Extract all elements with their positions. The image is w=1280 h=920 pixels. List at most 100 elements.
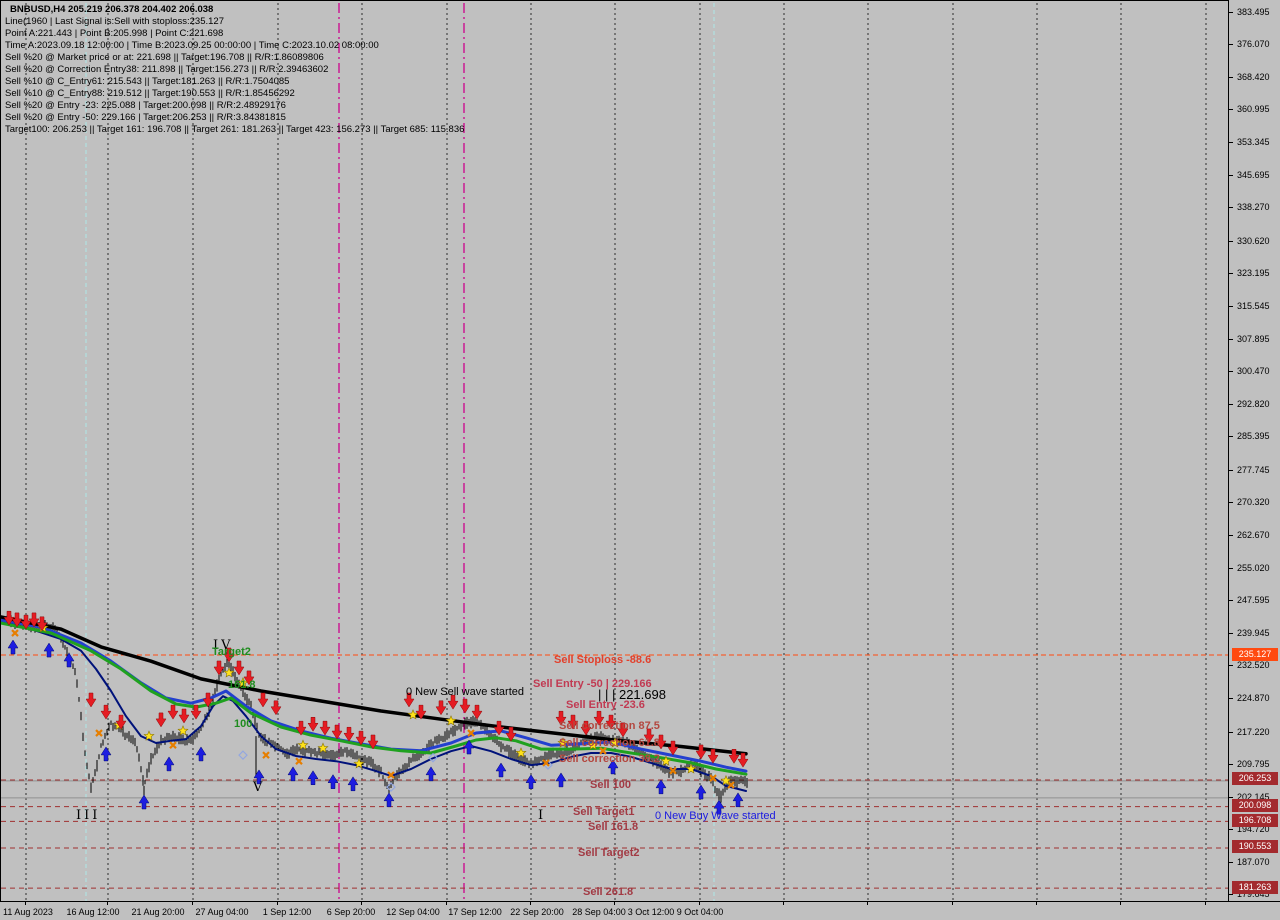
sell-arrow-icon (667, 740, 679, 756)
star-icon (720, 774, 732, 786)
star-icon (177, 725, 189, 736)
time-tick-mark (277, 902, 278, 905)
price-tick-label: 277.745 (1237, 464, 1270, 475)
price-tick-mark (1229, 534, 1233, 536)
price-tick-mark (1229, 142, 1233, 144)
sell-arrow-icon (555, 710, 567, 726)
price-axis[interactable]: 383.495 376.070 368.420 360.995 353.345 345.6… (1228, 0, 1280, 901)
time-tick-mark (699, 902, 700, 905)
time-tick-mark (361, 902, 362, 905)
ohlc-readout: BNBUSD,H4 205.219 206.378 204.402 206.03… (10, 4, 214, 15)
marker-vlines (85, 3, 715, 901)
price-tick-mark (1229, 43, 1233, 45)
signal-markers (3, 610, 749, 815)
sell-arrow-icon (178, 708, 190, 724)
sell-arrow-icon (695, 744, 707, 760)
target-price-badge: 200.098 (1232, 799, 1278, 813)
star-icon (445, 715, 457, 726)
price-tick-label: 345.695 (1237, 170, 1270, 181)
sell-arrow-icon (643, 728, 655, 744)
price-tick-mark (1229, 862, 1233, 864)
price-tick-label: 209.795 (1237, 758, 1270, 769)
price-levels (1, 654, 1229, 889)
price-tick-mark (1229, 796, 1233, 798)
targets-line: Target100: 206.253 || Target 161: 196.70… (5, 124, 465, 135)
price-chart-canvas[interactable]: III IV V I (1, 1, 1229, 902)
price-tick-mark (1229, 240, 1233, 242)
price-tick-mark (1229, 633, 1233, 635)
price-tick-label: 353.345 (1237, 137, 1270, 148)
price-tick-mark (1229, 763, 1233, 765)
sell-arrow-icon (319, 720, 331, 736)
time-tick-mark (192, 902, 193, 905)
time-tick-label: 27 Aug 04:00 (195, 907, 249, 917)
time-axis[interactable]: 11 Aug 2023 16 Aug 12:00 21 Aug 20:00 27 Au… (0, 901, 1280, 920)
time-tick-mark (1205, 902, 1206, 905)
sell-arrow-icon (567, 714, 579, 730)
buy-arrow-icon (63, 652, 75, 668)
sell-arrow-icon (343, 726, 355, 742)
star-icon (353, 758, 365, 769)
orange-cross-icon (262, 751, 270, 759)
price-tick-mark (1229, 272, 1233, 274)
sell-arrow-icon (233, 660, 245, 676)
target-price-badge: 181.263 (1232, 880, 1278, 894)
orange-cross-icon (11, 629, 19, 637)
price-tick-mark (1229, 469, 1233, 471)
sell-arrow-icon (355, 730, 367, 746)
wave-label-iv: IV (213, 638, 234, 653)
buy-arrow-icon (287, 766, 299, 782)
sell-arrow-icon (257, 692, 269, 708)
star-icon (660, 755, 672, 766)
sell-entry50-line: Sell %20 @ Entry -50: 229.166 | Target:2… (5, 112, 286, 123)
orange-cross-icon (669, 766, 677, 775)
sell-arrow-icon (707, 749, 719, 764)
orange-cross-icon (467, 729, 475, 737)
sell-arrow-icon (295, 720, 307, 736)
sell-arrow-icon (580, 720, 592, 736)
price-tick-label: 247.595 (1237, 595, 1270, 606)
orange-cross-icon (169, 741, 177, 749)
ohlc-info-panel: BNBUSD,H4 205.219 206.378 204.402 206.03… (5, 4, 464, 136)
time-tick-label: 17 Sep 12:00 (448, 907, 502, 917)
sell-arrow-icon (435, 700, 447, 716)
sell-market-line: Sell %20 @ Market price or at: 221.698 |… (5, 52, 324, 63)
price-tick-label: 262.670 (1237, 529, 1270, 540)
orange-cross-icon (387, 771, 395, 779)
buy-arrow-icon (732, 792, 744, 808)
price-tick-mark (1229, 76, 1233, 78)
price-tick-mark (1229, 894, 1233, 896)
buy-arrow-icon (347, 776, 359, 792)
sell-entry88-line: Sell %10 @ C_Entry88: 219.512 || Target:… (5, 88, 295, 99)
sell-arrow-icon (28, 612, 40, 628)
ma-line-green (1, 621, 748, 776)
sell-arrow-icon (617, 722, 629, 738)
star-icon (223, 667, 235, 678)
sell-entry38-line: Sell %20 @ Correction Entry38: 211.898 |… (5, 64, 329, 75)
price-tick-mark (1229, 371, 1233, 373)
chart-area[interactable]: III IV V I BNBUSD,H4 205.219 206.378 204.40… (0, 0, 1229, 902)
buy-arrow-icon (43, 642, 55, 658)
wave-labels: III IV V I (76, 638, 543, 823)
sell-arrow-icon (3, 610, 15, 626)
time-tick-mark (614, 902, 615, 905)
buy-arrow-icon (695, 784, 707, 800)
sell-arrow-icon (190, 704, 202, 720)
orange-cross-icon (599, 747, 607, 755)
buy-arrow-icon (195, 746, 207, 762)
buy-arrow-icon (163, 756, 175, 772)
sell-arrow-icon (36, 616, 48, 632)
price-tick-mark (1229, 207, 1233, 209)
price-tick-mark (1229, 828, 1233, 830)
sell-arrow-icon (85, 692, 97, 708)
price-tick-mark (1229, 731, 1233, 733)
buy-arrow-icon (425, 766, 437, 782)
price-tick-label: 187.070 (1237, 857, 1270, 868)
sell-arrow-icon (155, 712, 167, 728)
pattern-diamond-icon (238, 750, 248, 760)
price-tick-mark (1229, 175, 1233, 177)
sell-arrow-icon (415, 704, 427, 720)
sell-entry23-line: Sell %20 @ Entry -23: 225.088 | Target:2… (5, 100, 286, 111)
sell-arrow-icon (213, 660, 225, 676)
